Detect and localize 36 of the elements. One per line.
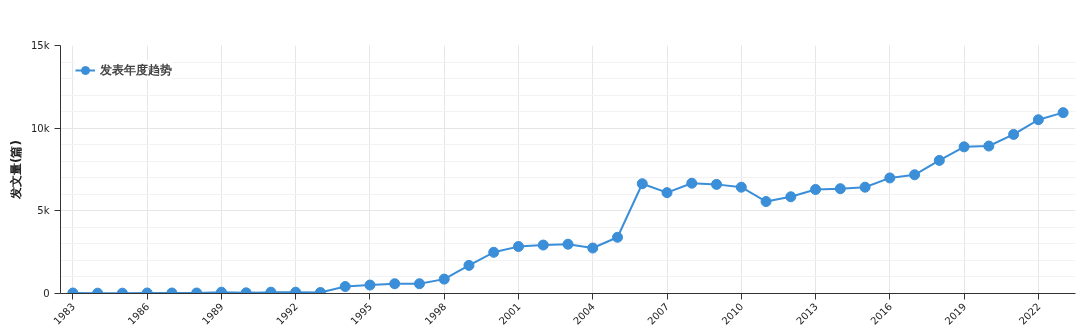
y-tick-label: 15k — [30, 40, 50, 51]
point — [884, 172, 896, 184]
point — [983, 140, 995, 152]
y-axis-title: 发文量(篇) — [8, 140, 23, 200]
point — [612, 231, 624, 243]
point — [661, 187, 673, 199]
point — [562, 238, 574, 250]
point — [389, 278, 401, 290]
point — [512, 241, 524, 253]
point — [636, 178, 648, 190]
point — [438, 273, 450, 285]
point — [1032, 114, 1044, 126]
point — [859, 181, 871, 193]
point — [463, 259, 475, 271]
point — [587, 242, 599, 254]
point — [686, 177, 698, 189]
point — [785, 191, 797, 203]
point — [364, 279, 376, 291]
point — [958, 141, 970, 153]
y-tick-label: 0 — [43, 288, 50, 299]
y-tick-label: 5k — [37, 205, 50, 217]
point — [810, 184, 822, 195]
point — [488, 246, 500, 258]
point — [339, 281, 351, 293]
point — [711, 178, 723, 190]
point — [413, 278, 425, 290]
y-tick-label: 10k — [30, 122, 50, 134]
point — [537, 239, 549, 251]
point — [1057, 107, 1069, 119]
point — [735, 181, 747, 193]
point — [933, 154, 945, 166]
point — [1008, 128, 1020, 140]
point — [760, 196, 772, 208]
legend-label: 发表年度趋势 — [100, 61, 172, 79]
point — [834, 183, 846, 195]
point — [909, 169, 921, 181]
